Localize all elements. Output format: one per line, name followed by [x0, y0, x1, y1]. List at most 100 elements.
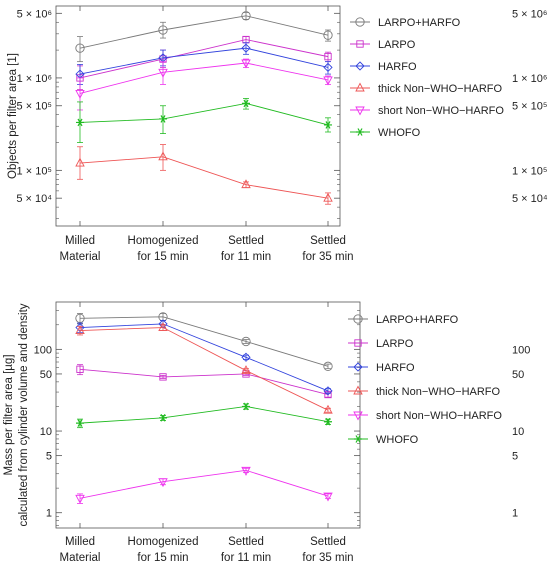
y-tick-label-right: 1 — [512, 508, 518, 520]
x-tick-label: for 11 min — [221, 552, 271, 561]
y-tick-label-right: 5 × 10⁵ — [512, 101, 547, 113]
y-tick-label: 5 × 10⁴ — [16, 193, 52, 205]
x-tick-label: Settled — [310, 536, 346, 548]
y-tick-label: 5 × 10⁶ — [17, 8, 52, 20]
y-tick-label-right: 5 × 10⁶ — [512, 8, 547, 20]
y-tick-label-right: 10 — [512, 426, 524, 438]
series-larpo-harfo — [75, 11, 333, 63]
series-line — [79, 62, 329, 94]
y-tick-label: 5 × 10⁵ — [17, 101, 52, 113]
data-point — [76, 118, 84, 127]
series-thick-non-who-harfo — [75, 322, 333, 414]
legend-item-larpo-harfo: LARPO+HARFO — [350, 17, 461, 29]
legend-label: LARPO — [378, 39, 416, 51]
y-tick-label-right: 50 — [512, 369, 524, 381]
legend-marker — [353, 314, 363, 324]
legend-label: LARPO+HARFO — [378, 17, 461, 29]
x-tick-label: Settled — [310, 235, 346, 247]
legend-marker — [355, 82, 365, 92]
data-point — [75, 43, 85, 53]
data-point — [241, 336, 251, 347]
x-tick-label: Homogenized — [128, 536, 199, 548]
data-point — [323, 62, 333, 73]
x-tick-label: for 15 min — [137, 552, 188, 561]
legend-label: short Non−WHO−HARFO — [378, 105, 504, 117]
series-line — [79, 405, 329, 424]
legend-item-thick-non-who-harfo: thick Non−WHO−HARFO — [350, 82, 503, 95]
data-point — [158, 151, 168, 161]
legend-marker — [354, 339, 362, 347]
data-point — [75, 89, 85, 99]
x-tick-label: for 35 min — [302, 251, 353, 263]
data-point — [324, 417, 332, 426]
x-tick-label: Homogenized — [128, 235, 199, 247]
legend-marker — [356, 40, 364, 48]
y-tick-label: 1 × 10⁶ — [17, 73, 52, 85]
legend-item-whofo: WHOFO — [348, 434, 419, 446]
data-point — [323, 404, 333, 414]
x-tick-label: for 15 min — [137, 251, 188, 263]
y-tick-label-right: 5 — [512, 451, 518, 463]
y-tick-label: 100 — [34, 344, 52, 356]
data-point — [324, 121, 332, 129]
data-point — [158, 478, 168, 488]
legend-marker — [356, 128, 364, 136]
y-axis-label: Mass per filter area [µg] — [3, 354, 15, 475]
x-tick-label: Milled — [65, 235, 95, 247]
x-tick-label: for 35 min — [302, 552, 353, 561]
y-tick-label-right: 100 — [512, 344, 530, 356]
data-point — [241, 11, 251, 21]
data-point — [159, 115, 167, 123]
data-point — [159, 373, 167, 381]
series-line — [79, 327, 329, 411]
data-point — [241, 365, 251, 375]
legend: LARPO+HARFO LARPO HARFO thick Non−WHO−HARFO… — [348, 314, 502, 446]
data-point — [323, 76, 333, 86]
data-point — [323, 192, 333, 202]
legend-marker — [355, 17, 365, 27]
legend-item-larpo-harfo: LARPO+HARFO — [348, 314, 459, 326]
data-point — [75, 325, 85, 334]
legend-item-short-non-who-harfo: short Non−WHO−HARFO — [350, 105, 504, 117]
series-whofo — [76, 98, 332, 143]
series-larpo — [76, 364, 332, 399]
data-point — [323, 492, 333, 502]
legend-item-thick-non-who-harfo: thick Non−WHO−HARFO — [348, 385, 501, 398]
data-point — [75, 157, 85, 167]
series-short-non-who-harfo — [75, 466, 333, 504]
y-tick-label: 5 — [46, 451, 52, 463]
y-tick-label-right: 1 × 10⁶ — [512, 73, 547, 85]
y-axis-label-2: calculated from cylinder volume and dens… — [18, 303, 30, 526]
data-point — [323, 361, 333, 371]
data-point — [324, 52, 332, 61]
series-line — [79, 156, 329, 199]
data-point — [241, 179, 251, 189]
data-point — [158, 322, 168, 331]
x-tick-label: Settled — [228, 536, 264, 548]
legend-marker — [354, 435, 362, 443]
series-larpo-harfo — [75, 312, 333, 371]
data-point — [158, 25, 168, 35]
data-point — [158, 68, 168, 78]
data-point — [241, 43, 251, 53]
objects-per-filter-area-chart: 5 × 10⁶ 5 × 10⁶ 1 × 10⁶ 1 × 10⁶ 5 × 10⁵ 5 × 1… — [7, 5, 548, 263]
y-axis-label: Objects per filter area [1] — [7, 53, 19, 179]
y-tick-label: 1 — [46, 508, 52, 520]
legend-label: thick Non−WHO−HARFO — [376, 386, 501, 398]
legend-label: LARPO+HARFO — [376, 314, 459, 326]
legend-marker — [355, 106, 365, 116]
series-line — [79, 323, 329, 392]
series-short-non-who-harfo — [75, 58, 333, 111]
data-point — [241, 59, 251, 69]
data-point — [323, 386, 333, 396]
plot-frame — [55, 5, 341, 227]
legend-label: WHOFO — [378, 127, 421, 139]
x-tick-label: Milled — [65, 536, 95, 548]
legend-label: HARFO — [378, 61, 417, 73]
legend-label: thick Non−WHO−HARFO — [378, 83, 503, 95]
legend-label: short Non−WHO−HARFO — [376, 410, 502, 422]
legend: LARPO+HARFO LARPO HARFO thick Non−WHO−HARFO… — [350, 17, 504, 139]
legend-item-harfo: HARFO — [348, 362, 415, 374]
series-thick-non-who-harfo — [75, 144, 333, 205]
series-line — [79, 368, 329, 395]
